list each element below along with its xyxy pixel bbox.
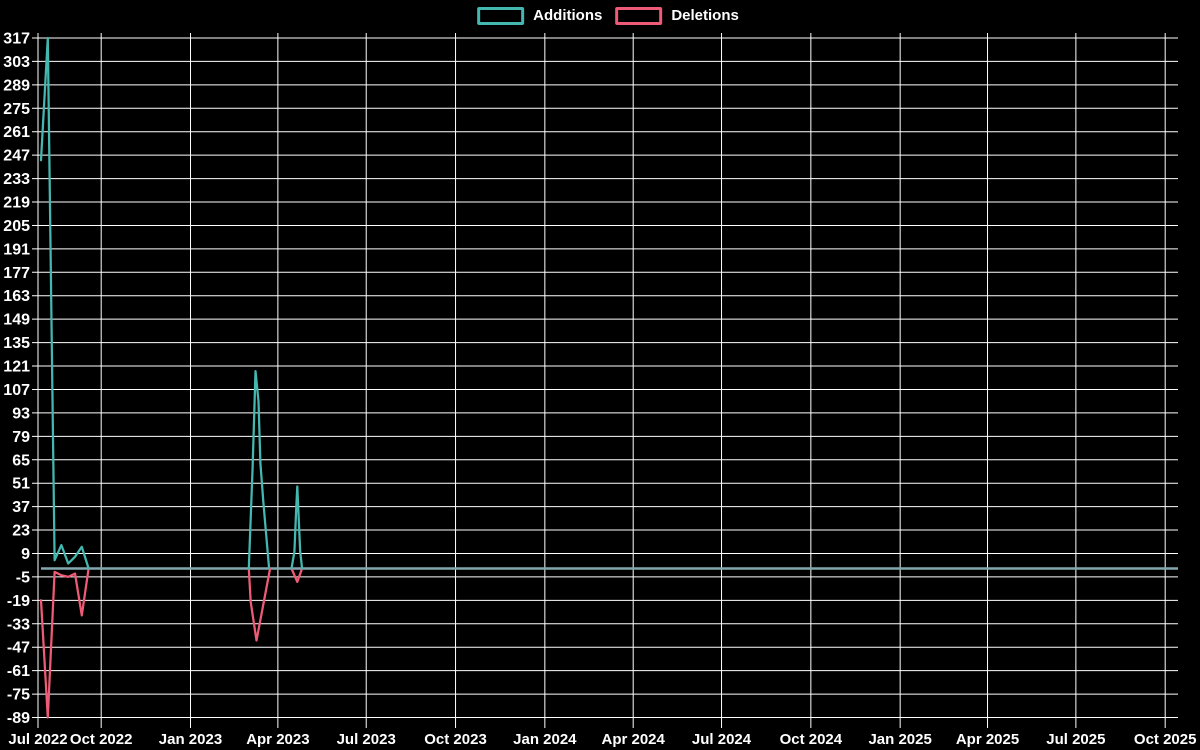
x-tick-label: Jul 2022: [8, 731, 67, 748]
series-line-additions: [39, 36, 90, 570]
x-tick-label: Oct 2022: [70, 731, 133, 748]
y-tick-label: -47: [7, 640, 30, 657]
legend-label-deletions: Deletions: [671, 7, 739, 24]
y-tick-label: 205: [3, 218, 30, 235]
y-tick-label: 177: [3, 265, 30, 282]
y-tick-label: 121: [3, 359, 30, 376]
x-tick-label: Jul 2024: [692, 731, 752, 748]
y-tick-label: 275: [3, 101, 30, 118]
series-line-additions: [290, 485, 304, 570]
series-lines: [39, 36, 304, 719]
y-tick-label: -89: [7, 710, 30, 727]
y-tick-label: 79: [12, 429, 30, 446]
chart-legend: Additions Deletions: [477, 7, 739, 25]
y-tick-label: 261: [3, 124, 30, 141]
y-tick-label: 9: [21, 546, 30, 563]
x-tick-label: Oct 2025: [1134, 731, 1197, 748]
y-tick-label: 135: [3, 335, 30, 352]
y-tick-label: -61: [7, 663, 30, 680]
y-tick-label: 247: [3, 148, 30, 165]
y-tick-label: 233: [3, 171, 30, 188]
y-tick-label: 163: [3, 288, 30, 305]
deletions-swatch-icon: [615, 7, 663, 25]
series-line-deletions: [290, 567, 304, 584]
x-tick-label: Jan 2024: [513, 731, 577, 748]
x-tick-label: Apr 2023: [246, 731, 309, 748]
legend-label-additions: Additions: [533, 7, 603, 24]
legend-item-deletions[interactable]: Deletions: [615, 7, 739, 25]
legend-item-additions[interactable]: Additions: [477, 7, 602, 25]
x-tick-label: Apr 2025: [956, 731, 1019, 748]
x-tick-label: Jul 2023: [337, 731, 396, 748]
y-tick-label: -33: [7, 616, 30, 633]
y-tick-label: -5: [16, 569, 30, 586]
y-tick-label: 51: [12, 476, 30, 493]
y-tick-label: 219: [3, 195, 30, 212]
y-tick-label: 37: [12, 499, 30, 516]
y-tick-label: 317: [3, 31, 30, 48]
x-tick-label: Oct 2023: [424, 731, 487, 748]
series-line-deletions: [39, 567, 90, 719]
grid-lines: [32, 33, 1178, 728]
y-tick-label: 65: [12, 452, 30, 469]
y-tick-label: -75: [7, 687, 30, 704]
x-tick-label: Jul 2025: [1046, 731, 1105, 748]
x-tick-label: Jan 2025: [868, 731, 931, 748]
y-tick-label: 149: [3, 312, 30, 329]
y-tick-label: -19: [7, 593, 30, 610]
y-tick-label: 289: [3, 77, 30, 94]
x-tick-label: Jan 2023: [159, 731, 222, 748]
y-tick-label: 23: [12, 523, 30, 540]
series-line-deletions: [247, 567, 272, 642]
x-tick-label: Oct 2024: [780, 731, 843, 748]
x-tick-label: Apr 2024: [602, 731, 666, 748]
series-line-additions: [247, 369, 271, 570]
y-tick-label: 191: [3, 241, 30, 258]
additions-swatch-icon: [477, 7, 525, 25]
y-tick-label: 107: [3, 382, 30, 399]
y-tick-label: 303: [3, 54, 30, 71]
axis-labels: 317 303 289 275 261 247 233 219 205 191 177 163 149 1…: [3, 31, 1196, 749]
y-tick-label: 93: [12, 405, 30, 422]
